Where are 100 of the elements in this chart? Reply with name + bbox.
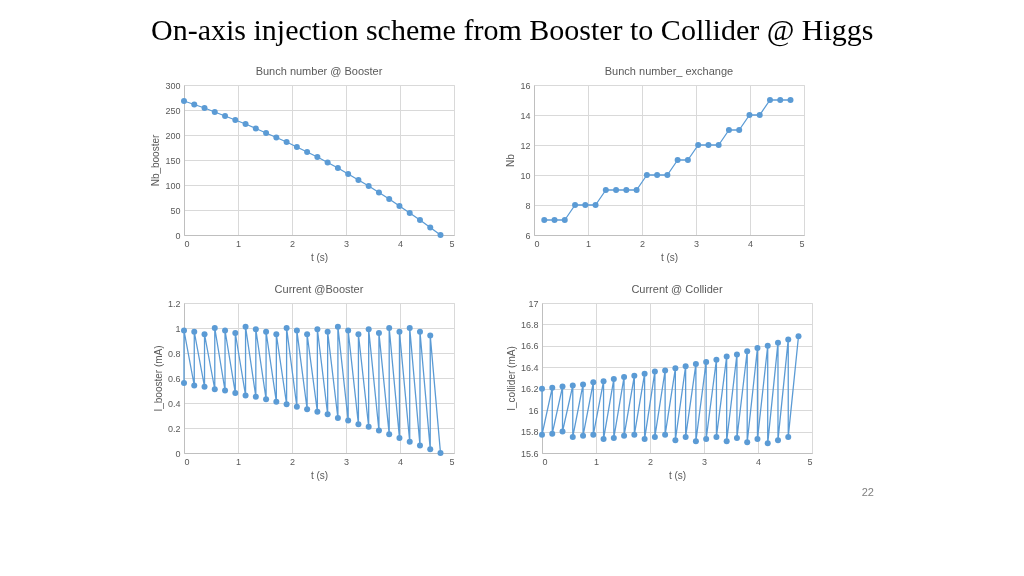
x-axis-title: t (s): [310, 469, 329, 481]
point: [744, 348, 751, 355]
point: [263, 130, 270, 136]
point: [355, 177, 362, 183]
x-tick-label: 2: [289, 238, 296, 249]
point: [365, 183, 372, 189]
point: [541, 217, 548, 223]
point: [201, 383, 208, 390]
point: [263, 396, 270, 403]
point: [785, 336, 792, 343]
y-axis-title: Nb: [505, 153, 517, 167]
point: [692, 361, 699, 368]
y-tick-label: 1: [175, 323, 181, 334]
point: [211, 325, 218, 331]
point: [263, 328, 270, 335]
point: [551, 217, 558, 223]
point: [416, 217, 423, 223]
y-tick-label: 16.6: [520, 341, 539, 352]
point: [222, 387, 229, 394]
x-tick-label: 0: [184, 456, 190, 467]
point: [191, 328, 198, 335]
point: [641, 436, 648, 443]
point: [437, 450, 444, 456]
point: [756, 112, 763, 118]
point: [396, 203, 403, 209]
point: [549, 384, 556, 391]
point: [232, 117, 239, 123]
point: [293, 327, 300, 334]
point: [654, 172, 661, 178]
point: [764, 440, 771, 447]
point: [427, 446, 434, 453]
point: [684, 157, 691, 163]
point: [785, 433, 792, 440]
point: [621, 432, 628, 439]
x-tick-label: 2: [647, 456, 654, 467]
point: [314, 154, 321, 160]
point: [610, 376, 617, 383]
point: [437, 232, 444, 238]
point: [631, 372, 638, 379]
point: [713, 356, 720, 363]
x-tick-label: 1: [235, 456, 242, 467]
point: [427, 224, 434, 231]
point: [549, 430, 556, 437]
chart-title: Current @Booster: [274, 283, 364, 295]
point: [191, 101, 198, 108]
point: [304, 149, 311, 155]
point: [651, 433, 658, 440]
point: [314, 326, 321, 333]
text: 22: [861, 486, 874, 498]
point: [181, 327, 187, 334]
point: [283, 401, 290, 408]
y-tick-label: 0: [175, 230, 181, 241]
point: [539, 431, 545, 438]
point: [222, 327, 229, 334]
chart-title: Current @ Collider: [631, 283, 723, 295]
point: [252, 393, 259, 400]
y-tick-label: 16.2: [520, 384, 539, 395]
point: [602, 187, 609, 193]
point: [232, 330, 239, 336]
y-tick-label: 0: [175, 448, 181, 459]
y-tick-label: 0.4: [167, 398, 181, 409]
point: [293, 144, 300, 150]
point: [623, 187, 630, 193]
point: [181, 98, 187, 104]
point: [242, 121, 249, 127]
text: On-axis injection scheme from Booster to Collider @ Higgs: [150, 12, 874, 47]
chart-title: Bunch number_ exchange: [604, 65, 734, 77]
x-tick-label: 2: [639, 238, 646, 249]
point: [569, 382, 576, 389]
point: [621, 373, 628, 380]
point: [641, 370, 648, 377]
y-tick-label: 1.2: [167, 298, 181, 309]
y-tick-label: 15.6: [520, 448, 539, 459]
y-tick-label: 6: [525, 230, 531, 241]
point: [674, 157, 681, 163]
point: [273, 331, 280, 338]
y-tick-label: 8: [525, 200, 531, 211]
y-tick-label: 300: [165, 80, 181, 91]
point: [672, 437, 679, 444]
point: [232, 390, 239, 396]
x-tick-label: 5: [799, 238, 805, 249]
point: [651, 368, 658, 375]
x-tick-label: 2: [289, 456, 296, 467]
point: [715, 142, 722, 148]
point: [777, 97, 784, 103]
y-tick-label: 0.6: [167, 373, 181, 384]
point: [569, 433, 576, 440]
point: [744, 439, 751, 446]
point: [416, 328, 423, 335]
point: [427, 332, 434, 339]
x-tick-label: 5: [807, 456, 813, 467]
point: [273, 398, 280, 405]
y-tick-label: 17: [528, 298, 539, 309]
x-tick-label: 5: [449, 238, 455, 249]
x-tick-label: 1: [585, 238, 592, 249]
point: [733, 435, 740, 441]
point: [682, 363, 689, 370]
x-axis-title: t (s): [660, 251, 679, 263]
point: [559, 428, 566, 435]
point: [314, 408, 321, 415]
